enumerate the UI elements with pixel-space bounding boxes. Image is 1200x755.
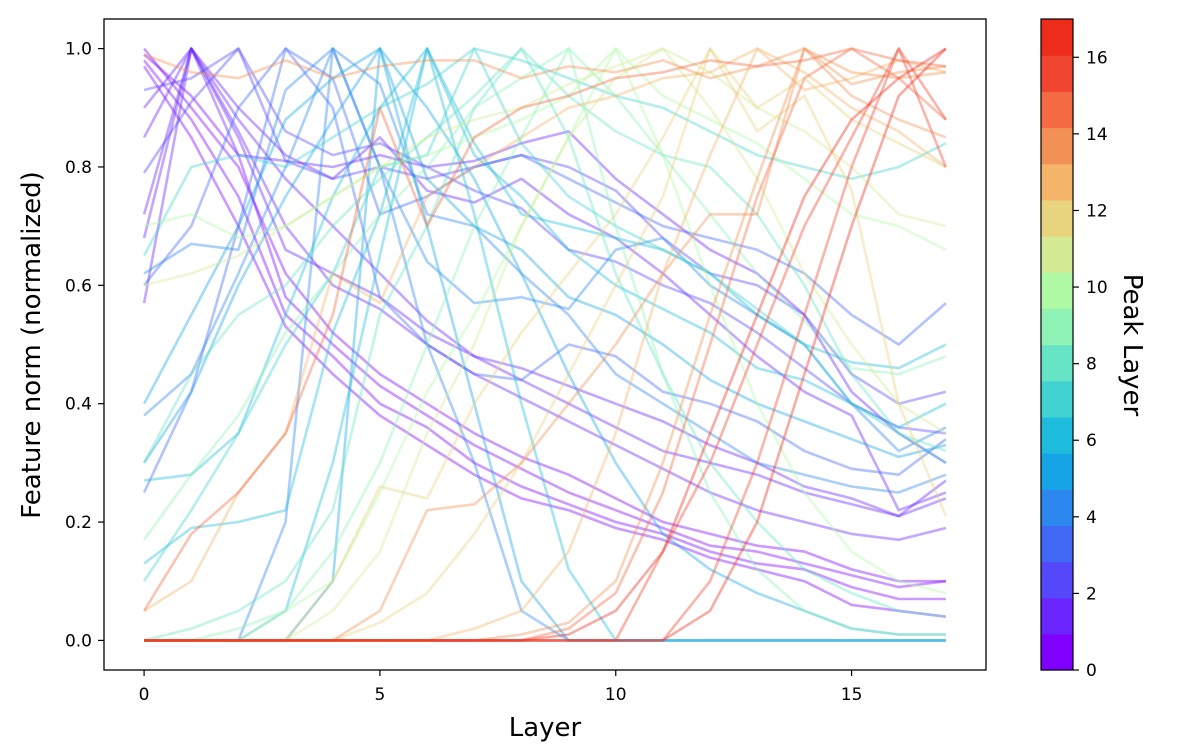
series-line-peak-8-a — [143, 47, 947, 642]
series-line-peak-4-b — [143, 47, 947, 494]
colorbar-segment — [1041, 236, 1073, 273]
series-line-peak-7-a — [142, 47, 947, 257]
colorbar-segment — [1041, 525, 1073, 563]
series-line-peak-16-b — [144, 47, 948, 642]
colorbar-segment — [1041, 19, 1073, 56]
colorbar-frame — [1040, 18, 1074, 671]
series-line-peak-9-b — [144, 47, 946, 642]
series-line-peak-4-a — [143, 47, 947, 453]
series-line-peak-0-b — [143, 59, 946, 601]
series-line-peak-1-c — [142, 47, 947, 518]
series-line-peak-12-a — [144, 47, 947, 642]
series-line-peak-9-a — [143, 47, 947, 541]
series-line-peak-1-d — [143, 47, 947, 518]
colorbar-tick-label: 10 — [1086, 278, 1108, 298]
series-line-peak-17-a — [144, 47, 947, 642]
colorbar-tick-label: 8 — [1086, 355, 1097, 375]
x-tick-label: 10 — [605, 685, 627, 705]
series-line-peak-0-d — [143, 53, 947, 589]
series-line-peak-8-b — [142, 47, 947, 464]
series-line-peak-13-a — [143, 47, 947, 612]
colorbar-segment — [1041, 127, 1073, 165]
series-line-peak-10-b — [144, 47, 947, 642]
colorbar-segment — [1041, 597, 1073, 635]
x-tick-label: 15 — [841, 685, 863, 705]
colorbar-tick-label: 6 — [1086, 431, 1097, 451]
series-line-peak-3-a — [143, 47, 947, 346]
colorbar-tick-label: 4 — [1086, 508, 1097, 528]
colorbar-ticks: 0 2 4 6 8 10 12 14 16 — [1073, 48, 1108, 681]
colorbar-segment — [1041, 453, 1073, 490]
series-line-peak-5-c — [144, 47, 946, 642]
colorbar-tick-label: 2 — [1086, 584, 1097, 604]
series-line-peak-11-a — [144, 47, 947, 642]
x-tick-label: 5 — [375, 685, 386, 705]
series-line-peak-6-a — [143, 47, 947, 565]
series-line-peak-1-a — [142, 47, 947, 465]
colorbar-tick-label: 14 — [1086, 125, 1108, 145]
series-line-peak-6-c — [144, 47, 946, 642]
colorbar-segment — [1041, 272, 1073, 309]
colorbar-segment — [1041, 489, 1073, 526]
series-line-peak-2-a — [143, 47, 947, 406]
y-axis-ticks: 0.0 0.2 0.4 0.6 0.8 1.0 — [65, 40, 104, 651]
colorbar-label: Peak Layer — [1117, 274, 1147, 417]
colorbar-segment — [1041, 416, 1073, 454]
plot-frame — [103, 18, 987, 671]
colorbar-tick-label: 0 — [1086, 661, 1097, 681]
y-tick-label: 0.0 — [65, 631, 92, 651]
colorbar-segment — [1041, 561, 1073, 599]
series-line-peak-1-e — [142, 47, 947, 542]
series-line-peak-1-b — [142, 47, 947, 512]
y-axis-label: Feature norm (normalized) — [17, 171, 47, 518]
series-line-peak-3-b — [142, 47, 947, 494]
colorbar-segment — [1041, 308, 1073, 346]
series-line-peak-5-a — [142, 47, 946, 636]
series-line-peak-13-b — [144, 47, 947, 642]
series-line-peak-14-a — [143, 47, 947, 80]
colorbar-tick-label: 12 — [1086, 201, 1108, 221]
colorbar-segment — [1041, 199, 1073, 237]
series-line-peak-7-b — [143, 47, 947, 582]
series-line-peak-15-a — [144, 47, 947, 642]
colorbar-tick-label: 16 — [1086, 48, 1108, 68]
series-line-peak-17-b — [144, 47, 947, 642]
y-tick-label: 0.2 — [65, 513, 92, 533]
x-axis-ticks: 0 5 10 15 — [139, 670, 863, 705]
y-tick-label: 0.8 — [65, 158, 92, 178]
colorbar-segment — [1041, 344, 1073, 382]
series-line-peak-5-b — [143, 47, 947, 464]
series-line-peak-11-b — [143, 47, 947, 287]
series-layer — [142, 47, 948, 642]
colorbar-segment — [1041, 633, 1073, 671]
series-line-peak-10-a — [143, 47, 947, 251]
series-line-peak-2-b — [143, 47, 947, 435]
series-line-peak-6-b — [143, 47, 947, 482]
series-line-peak-0-a — [143, 47, 946, 583]
y-tick-label: 1.0 — [65, 40, 92, 60]
colorbar-segment — [1041, 380, 1073, 418]
colorbar-segment — [1041, 163, 1073, 201]
y-tick-label: 0.4 — [65, 395, 92, 415]
series-line-peak-14-b — [144, 47, 947, 642]
series-line-peak-4-c — [144, 47, 946, 642]
colorbar — [1040, 18, 1074, 671]
y-tick-label: 0.6 — [65, 276, 92, 296]
x-tick-label: 0 — [139, 685, 150, 705]
series-line-peak-12-b — [144, 47, 948, 642]
colorbar-segment — [1041, 91, 1073, 129]
series-line-peak-15-b — [142, 47, 947, 612]
series-line-peak-0-c — [143, 65, 947, 618]
series-line-peak-14-c — [144, 47, 947, 642]
colorbar-segment — [1041, 55, 1073, 92]
series-line-peak-16-a — [144, 47, 947, 642]
x-axis-label: Layer — [509, 713, 582, 743]
